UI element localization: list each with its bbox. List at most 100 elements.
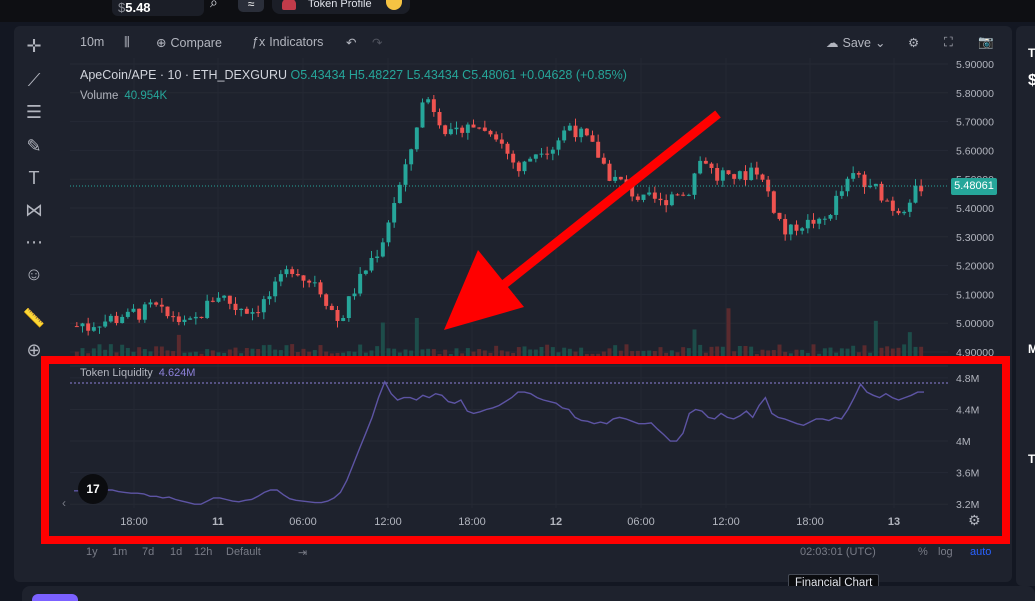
candle-body xyxy=(567,125,572,131)
emoji-tool-icon[interactable]: ☺ xyxy=(24,264,44,284)
pane-settings-gear-icon[interactable]: ⚙ xyxy=(968,512,981,528)
symbol-label[interactable]: ApeCoin/APE · 10 · ETH_DEXGURU xyxy=(80,68,288,82)
candle-body xyxy=(720,170,725,181)
fullscreen-icon[interactable]: ⛶ xyxy=(944,35,953,49)
volume-bar xyxy=(437,353,442,356)
brush-icon[interactable]: ✎ xyxy=(26,136,42,156)
token-avatar-icon xyxy=(282,0,296,10)
pattern-icon[interactable]: ⋈ xyxy=(25,200,43,220)
horizontal-lines-icon[interactable]: ☰ xyxy=(25,102,43,122)
candle-body xyxy=(907,202,912,212)
price-axis-label: 4.90000 xyxy=(956,347,994,359)
indicators-button[interactable]: ƒx Indicators xyxy=(252,35,323,49)
save-button[interactable]: ☁ Save ⌄ xyxy=(826,35,885,50)
candle-body xyxy=(324,294,329,306)
volume-value: 40.954K xyxy=(124,90,168,102)
trend-line-icon[interactable]: ⟋ xyxy=(27,70,41,90)
percent-toggle[interactable]: % xyxy=(918,546,928,558)
candle-body xyxy=(488,130,493,135)
candle-body xyxy=(590,135,595,142)
volume-bar xyxy=(879,347,884,356)
compare-button[interactable]: ⊕ Compare xyxy=(156,35,222,50)
candle-type-icon[interactable]: ⫼ xyxy=(124,35,130,49)
liquidity-axis[interactable]: 4.8M 4.4M 4M 3.6M 3.2M xyxy=(956,373,979,511)
range-1m[interactable]: 1m xyxy=(112,546,128,558)
candle-body xyxy=(766,179,771,192)
candle-body xyxy=(74,326,79,328)
right-panel-text-3: M xyxy=(1028,342,1035,356)
conversion-chip[interactable]: ≈ xyxy=(238,0,264,12)
volume-bar xyxy=(647,350,652,356)
candle-body xyxy=(873,183,878,186)
candle-body xyxy=(834,195,839,215)
emoji-icon[interactable] xyxy=(386,0,402,10)
candle-body xyxy=(380,242,385,257)
candle-body xyxy=(329,305,334,310)
volume-bar xyxy=(465,348,470,356)
range-7d[interactable]: 7d xyxy=(142,546,155,558)
footer-button[interactable] xyxy=(32,594,78,601)
volume-bar xyxy=(142,349,147,356)
candle-body xyxy=(108,315,113,322)
undo-icon[interactable]: ↶ xyxy=(346,36,357,50)
volume-bar xyxy=(148,351,153,356)
utc-clock[interactable]: 02:03:01 (UTC) xyxy=(800,546,876,558)
candle-body xyxy=(545,153,550,155)
time-axis-label: 12 xyxy=(550,516,562,528)
price-axis-label: 5.70000 xyxy=(956,117,994,129)
volume-bar xyxy=(885,346,890,356)
volume-bar xyxy=(703,352,708,356)
time-axis[interactable]: 18:00 11 06:00 12:00 18:00 12 06:00 12:00 18:00 1… xyxy=(120,516,900,528)
volume-bar xyxy=(834,352,839,356)
volume-bar xyxy=(788,353,793,356)
measure-lines-icon[interactable]: ⋯ xyxy=(25,232,43,252)
volume-bar xyxy=(369,350,374,356)
zoom-in-icon[interactable]: ⊕ xyxy=(26,340,42,360)
candle-body xyxy=(505,143,510,154)
candle-body xyxy=(397,184,402,204)
interval-button[interactable]: 10m xyxy=(80,35,105,49)
range-1y[interactable]: 1y xyxy=(86,546,98,558)
price-axis[interactable]: 5.900005.800005.700005.600005.500005.400… xyxy=(956,59,994,359)
price-axis-label: 5.10000 xyxy=(956,289,994,301)
range-1d[interactable]: 1d xyxy=(170,546,183,558)
volume-bar xyxy=(131,351,136,356)
redo-icon[interactable]: ↷ xyxy=(372,36,383,50)
volume-bar xyxy=(613,345,618,356)
volume-bar xyxy=(431,349,436,356)
candle-body xyxy=(125,311,130,317)
candle-body xyxy=(635,196,640,200)
settings-gear-icon[interactable]: ⚙ xyxy=(908,36,920,50)
chevron-left-icon[interactable]: ‹ xyxy=(62,496,66,510)
liquidity-axis-label: 4.4M xyxy=(956,404,979,416)
text-tool-icon[interactable]: T xyxy=(28,168,40,188)
auto-toggle[interactable]: auto xyxy=(970,546,992,558)
ruler-icon[interactable]: 📏 xyxy=(22,308,46,328)
volume-bar xyxy=(760,349,765,356)
log-toggle[interactable]: log xyxy=(938,546,953,558)
volume-bar xyxy=(811,344,816,356)
candle-body xyxy=(312,282,317,284)
crosshair-icon[interactable]: ✛ xyxy=(26,36,42,56)
candle-body xyxy=(584,128,589,136)
range-12h[interactable]: 12h xyxy=(194,546,213,558)
volume-bar xyxy=(573,351,578,356)
token-profile-button[interactable]: Token Profile xyxy=(272,0,410,14)
go-to-date-icon[interactable]: ⇥ xyxy=(298,547,308,559)
camera-icon[interactable]: 📷 xyxy=(978,35,994,49)
volume-bar xyxy=(545,344,550,356)
candle-body xyxy=(414,127,419,150)
tradingview-logo-icon[interactable]: 17 xyxy=(78,474,108,504)
search-icon[interactable]: ⌕ xyxy=(210,0,218,10)
volume-bar xyxy=(839,348,844,356)
volume-bar xyxy=(550,347,555,356)
volume-bar xyxy=(278,350,283,356)
candle-body xyxy=(420,102,425,128)
volume-bar xyxy=(533,349,538,356)
candle-body xyxy=(794,224,799,231)
candle-body xyxy=(533,154,538,159)
range-default[interactable]: Default xyxy=(226,546,261,558)
volume-bar xyxy=(856,352,861,356)
candle-body xyxy=(403,164,408,185)
